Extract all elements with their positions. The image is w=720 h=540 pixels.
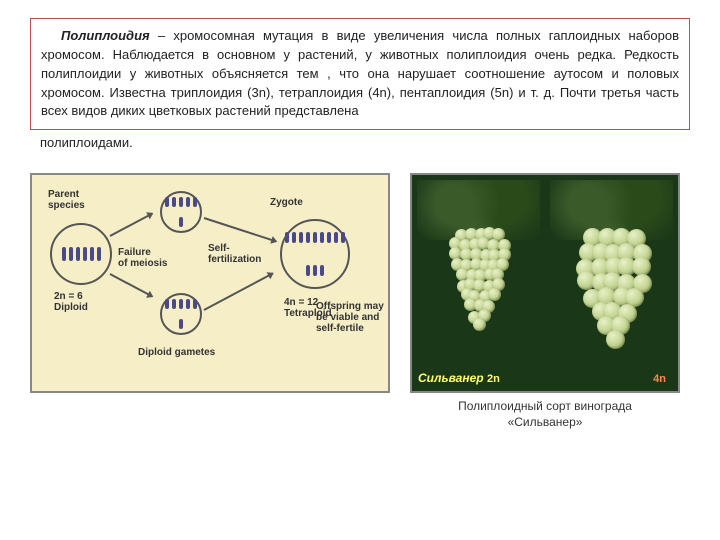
arrow-3 [204,217,277,242]
zygote-cell [280,219,350,289]
gamete-top [160,191,202,233]
grape-bunch-4n [567,228,657,368]
grape-image: Сильванер 2n 4n [410,173,680,393]
figures-row: Parent species Zygote Failure of meiosis… [30,173,690,430]
gamete-bottom [160,293,202,335]
polyploidy-diagram: Parent species Zygote Failure of meiosis… [30,173,390,393]
label-zygote: Zygote [270,197,303,208]
label-parent: Parent species [48,189,85,211]
grape-panel: Сильванер 2n 4n Полиплоидный сорт виногр… [410,173,680,430]
label-4n: 4n = 12 Tetraploid [284,297,332,319]
definition-box: Полиплоидия – хромосомная мутация в виде… [30,18,690,130]
label-self: Self- fertilization [208,243,261,265]
definition-text: Полиплоидия – хромосомная мутация в виде… [41,27,679,121]
term: Полиплоидия [61,28,150,43]
label-gametes: Diploid gametes [138,347,215,358]
label-failure: Failure of meiosis [118,247,167,269]
grape-right: 4n [545,175,678,391]
definition-overflow: полиплоидами. [30,134,690,153]
grape-bunch-2n [434,228,524,368]
arrow-1 [110,213,153,237]
grape-ploidy-label: 4n [653,371,666,385]
arrow-4 [204,273,274,311]
grape-variety-label: Сильванер 2n [418,371,500,385]
label-2n: 2n = 6 Diploid [54,291,88,313]
parent-cell [50,223,112,285]
arrow-2 [110,273,153,297]
grape-left: Сильванер 2n [412,175,545,391]
grape-caption: Полиплоидный сорт винограда «Сильванер» [410,399,680,430]
